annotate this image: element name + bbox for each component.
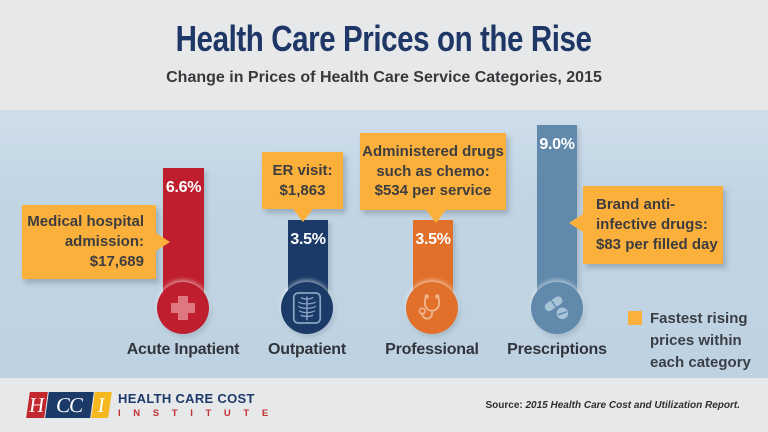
callout-text: ER visit: $1,863 — [272, 161, 333, 199]
source-label: Source: — [485, 399, 526, 411]
hcci-logo-boxes: H CC I — [26, 392, 112, 418]
logo-box-h: H — [26, 392, 48, 418]
footer: H CC I HEALTH CARE COST I N S T I T U T … — [0, 378, 768, 432]
logo-text: HEALTH CARE COST I N S T I T U T E — [118, 391, 273, 419]
bar-value: 6.6% — [165, 179, 202, 196]
medical-cross-icon — [168, 293, 198, 323]
callout-arrow-down — [426, 210, 446, 223]
category-label-acute-inpatient: Acute Inpatient — [126, 341, 240, 358]
category-label-prescriptions: Prescriptions — [507, 341, 607, 358]
category-label-outpatient: Outpatient — [268, 341, 346, 358]
callout-text: Administered drugs such as chemo: $534 p… — [362, 142, 504, 200]
icon-circle-outpatient — [281, 282, 333, 334]
category-label-professional: Professional — [385, 341, 479, 358]
header: Health Care Prices on the Rise Change in… — [0, 0, 768, 110]
callout-text: Brand anti- infective drugs: $83 per fil… — [596, 196, 718, 253]
logo-institute: I N S T I T U T E — [118, 408, 274, 419]
legend-swatch — [628, 311, 642, 325]
page-subtitle: Change in Prices of Health Care Service … — [166, 69, 602, 86]
icon-circle-acute-inpatient — [157, 282, 209, 334]
callout-prescriptions: Brand anti- infective drugs: $83 per fil… — [569, 186, 723, 264]
logo-box-cc: CC — [45, 392, 94, 418]
callout-acute-inpatient: Medical hospital admission: $17,689 — [22, 205, 170, 279]
source-text: 2015 Health Care Cost and Utilization Re… — [525, 399, 741, 411]
bar-value: 3.5% — [415, 231, 451, 248]
stethoscope-icon — [416, 292, 448, 324]
callout-outpatient: ER visit: $1,863 — [262, 152, 343, 222]
callout-professional: Administered drugs such as chemo: $534 p… — [360, 133, 506, 223]
callout-arrow-down — [293, 209, 313, 222]
hcci-logo: H CC I HEALTH CARE COST I N S T I T U T … — [26, 391, 273, 419]
logo-box-i: I — [91, 392, 112, 418]
page-title: Health Care Prices on the Rise — [176, 18, 592, 59]
pills-icon — [541, 292, 573, 324]
icon-circle-prescriptions — [531, 282, 583, 334]
source-note: Source: 2015 Health Care Cost and Utiliz… — [485, 400, 740, 411]
legend-label: Fastest rising prices within each catego… — [650, 310, 751, 371]
logo-name: HEALTH CARE COST — [118, 391, 255, 406]
callout-arrow-left — [569, 214, 583, 232]
bar-value: 9.0% — [539, 136, 575, 153]
bar-prescriptions: 9.0% — [537, 125, 577, 300]
callout-arrow-right — [156, 233, 170, 251]
xray-ribcage-icon — [292, 291, 322, 325]
icon-circle-professional — [406, 282, 458, 334]
chart-area: 6.6% 3.5% 3.5% 9.0% Medical hospital adm… — [0, 110, 768, 378]
callout-text: Medical hospital admission: $17,689 — [27, 213, 144, 270]
bar-value: 3.5% — [290, 231, 326, 248]
